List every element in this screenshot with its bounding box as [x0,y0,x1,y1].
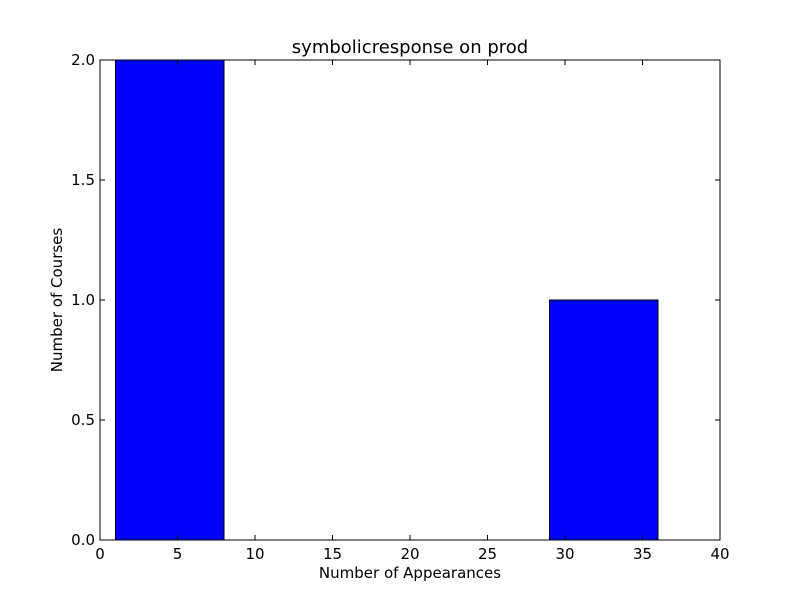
x-tick-label: 30 [555,545,574,563]
x-tick-label: 25 [478,545,497,563]
y-axis-label: Number of Courses [48,228,66,373]
chart-title: symbolicresponse on prod [292,37,528,58]
histogram-bar-4 [549,299,659,541]
x-tick-label: 10 [245,545,264,563]
y-tick-label: 2.0 [71,51,95,69]
x-tick-label: 0 [95,545,105,563]
x-tick-label: 35 [633,545,652,563]
y-axis-ticks: 0.0 0.5 1.0 1.5 2.0 [71,51,720,549]
x-tick-label: 15 [323,545,342,563]
y-tick-label: 0.5 [71,411,95,429]
x-axis-ticks: 0 5 10 15 20 25 30 35 40 [95,60,730,563]
y-tick-label: 0.0 [71,531,95,549]
x-tick-label: 5 [173,545,183,563]
bars-group [115,59,659,541]
x-tick-label: 40 [710,545,729,563]
x-axis-label: Number of Appearances [319,564,501,582]
histogram-bar-0 [115,59,225,541]
x-tick-label: 20 [400,545,419,563]
y-tick-label: 1.0 [71,291,95,309]
y-tick-label: 1.5 [71,171,95,189]
